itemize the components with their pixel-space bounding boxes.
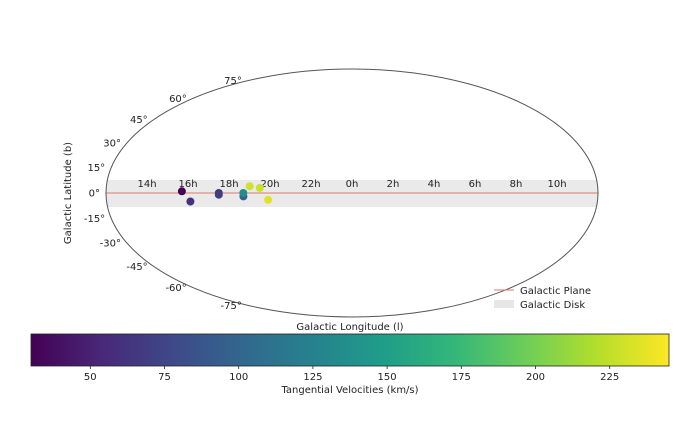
data-point bbox=[177, 187, 186, 196]
colorbar-tick-label: 200 bbox=[526, 372, 545, 383]
colorbar-gradient bbox=[30, 333, 670, 367]
colorbar-label: Tangential Velocities (km/s) bbox=[280, 385, 418, 396]
y-axis-label: Galactic Latitude (b) bbox=[63, 142, 74, 244]
y-tick-label: 75° bbox=[224, 76, 242, 87]
y-tick-label: 15° bbox=[87, 163, 105, 174]
x-tick-label: 4h bbox=[428, 179, 441, 190]
x-tick-label: 14h bbox=[137, 179, 156, 190]
colorbar-tick-label: 50 bbox=[84, 372, 97, 383]
x-tick-label: 0h bbox=[346, 179, 359, 190]
colorbar-tick-label: 75 bbox=[158, 372, 171, 383]
y-tick-label: -15° bbox=[84, 214, 105, 225]
x-tick-label: 10h bbox=[547, 179, 566, 190]
y-tick-labels: -75° -60° -45° -30° -15° 0° 15° 30° 45° 60° 75° bbox=[84, 76, 242, 312]
legend-disk-label: Galactic Disk bbox=[520, 300, 585, 311]
x-tick-label: 22h bbox=[301, 179, 320, 190]
sky-ellipse-outline bbox=[105, 68, 599, 318]
y-tick-label: 45° bbox=[130, 115, 148, 126]
colorbar-tick-label: 150 bbox=[378, 372, 397, 383]
x-tick-label: 2h bbox=[387, 179, 400, 190]
data-point bbox=[186, 197, 195, 206]
y-tick-label: 60° bbox=[169, 94, 187, 105]
legend: Galactic Plane Galactic Disk bbox=[494, 286, 591, 311]
data-points bbox=[177, 182, 273, 206]
y-tick-label: -45° bbox=[126, 262, 147, 273]
data-point bbox=[245, 182, 254, 191]
colorbar-ticks: 50 75 100 125 150 175 200 225 bbox=[84, 366, 619, 383]
colorbar-tick-label: 225 bbox=[600, 372, 619, 383]
legend-disk-swatch bbox=[494, 300, 514, 308]
x-tick-labels: 14h 16h 18h 20h 22h 0h 2h 4h 6h 8h 10h bbox=[137, 179, 566, 190]
x-axis-label: Galactic Longitude (l) bbox=[296, 322, 403, 333]
y-tick-label: -30° bbox=[100, 239, 121, 250]
data-point bbox=[264, 195, 273, 204]
x-tick-label: 18h bbox=[219, 179, 238, 190]
y-tick-label: -75° bbox=[221, 301, 242, 312]
data-point bbox=[239, 189, 248, 197]
data-point bbox=[214, 190, 223, 199]
colorbar: 50 75 100 125 150 175 200 225 Tangential Veloci… bbox=[30, 333, 670, 396]
x-tick-label: 16h bbox=[178, 179, 197, 190]
x-tick-label: 6h bbox=[469, 179, 482, 190]
data-point bbox=[255, 183, 264, 192]
x-tick-label: 20h bbox=[260, 179, 279, 190]
x-tick-label: 8h bbox=[510, 179, 523, 190]
colorbar-tick-label: 100 bbox=[229, 372, 248, 383]
legend-plane-label: Galactic Plane bbox=[520, 286, 591, 297]
y-tick-label: 30° bbox=[103, 138, 121, 149]
y-tick-label: 0° bbox=[89, 189, 100, 200]
colorbar-tick-label: 125 bbox=[303, 372, 322, 383]
y-tick-label: -60° bbox=[165, 283, 186, 294]
colorbar-tick-label: 175 bbox=[452, 372, 471, 383]
